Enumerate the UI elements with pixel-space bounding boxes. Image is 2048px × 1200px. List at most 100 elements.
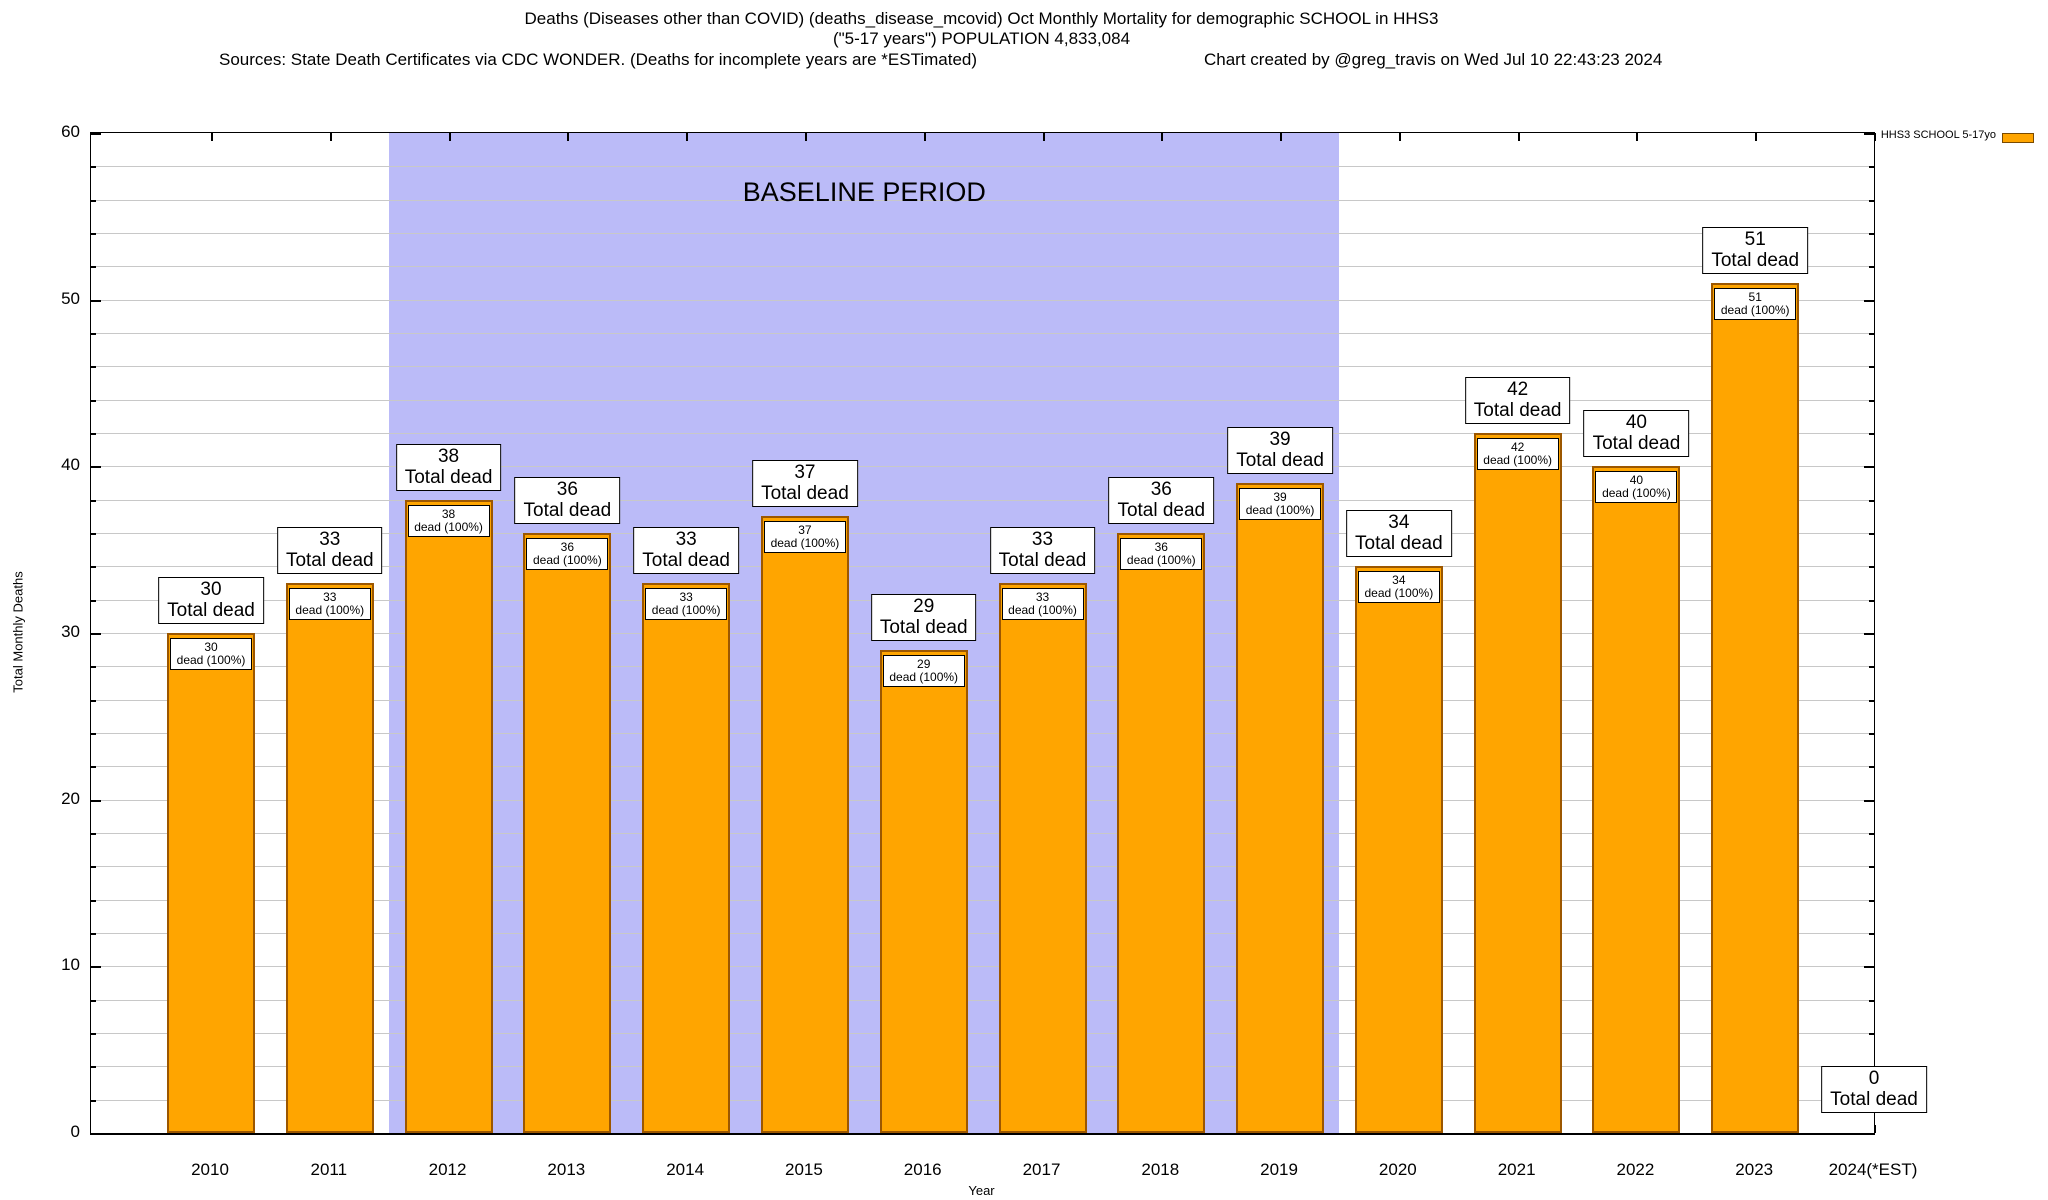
y-tick-label: 10 (61, 955, 80, 975)
bar (642, 583, 731, 1133)
bar-inner-caption: dead (100%) (532, 553, 602, 567)
bar-total-caption: Total dead (523, 500, 612, 521)
bar-total-value: 36 (556, 479, 578, 500)
y-tick (1869, 566, 1874, 569)
x-tick (329, 133, 332, 141)
y-tick (91, 233, 96, 235)
x-tick (448, 133, 451, 141)
x-tick-label: 2022 (1616, 1160, 1655, 1179)
y-tick (91, 333, 96, 335)
bar-inner-caption: dead (100%) (1483, 453, 1552, 467)
gridline (91, 499, 1874, 501)
y-tick (91, 666, 96, 669)
y-tick (1869, 1033, 1874, 1035)
y-tick (91, 133, 101, 135)
x-tick-label: 2018 (1141, 1160, 1180, 1179)
x-tick (1755, 133, 1758, 141)
bar-inner-value: 40 (1629, 473, 1644, 488)
bar-inner-label: 40 dead (100%) (1595, 471, 1678, 504)
bar-total-caption: Total dead (761, 483, 849, 505)
y-tick (91, 266, 96, 269)
bar (167, 633, 255, 1133)
y-tick (1864, 466, 1874, 469)
y-tick (1864, 799, 1874, 802)
bar-total-value: 51 (1744, 229, 1766, 250)
x-tick-label: 2014 (666, 1160, 705, 1179)
gridline (91, 1099, 1874, 1101)
gridline (91, 399, 1874, 401)
y-tick (91, 366, 96, 369)
bar (523, 533, 612, 1133)
y-tick (91, 1066, 96, 1069)
gridline (91, 166, 1874, 168)
bar-total-label: 36 Total dead (514, 477, 621, 524)
y-tick-label: 30 (61, 622, 80, 641)
gridline (91, 466, 1874, 468)
bar-total-label: 42 Total dead (1464, 377, 1571, 424)
legend-label: HHS3 SCHOOL 5-17yo (1880, 129, 1996, 141)
gridline (91, 599, 1874, 601)
y-tick (91, 799, 101, 802)
gridline (91, 899, 1874, 901)
chart-sources-note: Sources: State Death Certificates via CD… (219, 50, 978, 69)
gridline (91, 799, 1874, 801)
bar (1117, 533, 1206, 1133)
y-tick (1869, 233, 1874, 235)
bar-inner-caption: dead (100%) (770, 536, 840, 551)
bar-total-value: 37 (794, 462, 816, 484)
gridline (91, 933, 1874, 934)
x-tick-label: 2013 (547, 1160, 586, 1179)
x-tick-label: 2019 (1260, 1160, 1298, 1179)
bar-total-value: 30 (200, 579, 222, 600)
y-tick (1864, 299, 1874, 302)
bar-total-value: 39 (1269, 429, 1291, 450)
gridline (91, 699, 1874, 701)
gridline (91, 199, 1874, 201)
bar (1236, 483, 1325, 1133)
plot-area: BASELINE PERIOD 30 dead (100%) 30 Total dead… (90, 132, 1927, 1135)
bar-total-label: 0 Total dead (1821, 1066, 1927, 1113)
bar (404, 499, 493, 1133)
y-tick-label: 60 (61, 122, 80, 141)
y-tick (91, 399, 96, 402)
y-tick-label: 50 (61, 288, 80, 308)
y-tick (91, 566, 96, 569)
bar-inner-caption: dead (100%) (651, 603, 721, 617)
x-tick (1280, 133, 1283, 141)
x-tick-label: 2017 (1022, 1160, 1061, 1179)
y-tick (91, 999, 96, 1002)
x-tick (1161, 133, 1164, 141)
bar-total-caption: Total dead (879, 616, 968, 638)
x-axis-title: Year (968, 1183, 995, 1198)
y-tick (1869, 533, 1874, 535)
x-tick-label: 2023 (1735, 1160, 1774, 1179)
bar-inner-caption: dead (100%) (1245, 503, 1315, 517)
bar-inner-label: 36 dead (100%) (526, 538, 609, 570)
bar-total-value: 40 (1625, 412, 1647, 434)
x-tick (1874, 1125, 1876, 1133)
gridline (91, 333, 1874, 334)
bar-total-caption: Total dead (642, 550, 730, 571)
y-tick (91, 833, 96, 835)
gridline (91, 666, 1874, 668)
x-tick-label: 2015 (785, 1160, 823, 1179)
gridline (91, 566, 1874, 568)
bar-total-label: 38 Total dead (395, 443, 502, 491)
gridline (91, 999, 1874, 1001)
bar-total-caption: Total dead (167, 600, 255, 621)
bar-inner-caption: dead (100%) (295, 603, 365, 617)
gridline (91, 866, 1874, 868)
y-tick (1869, 899, 1874, 902)
y-tick (1869, 599, 1874, 602)
y-tick (1869, 266, 1874, 269)
bar-inner-label: 29 dead (100%) (882, 654, 965, 687)
y-tick (1869, 433, 1874, 435)
x-tick-label: 2016 (903, 1160, 942, 1179)
x-tick-label: 2020 (1378, 1160, 1417, 1179)
gridline (91, 366, 1874, 368)
y-tick (91, 599, 96, 602)
gridline (91, 1033, 1874, 1034)
bar-total-label: 51 Total dead (1702, 227, 1809, 274)
bar-total-label: 39 Total dead (1227, 427, 1333, 474)
bar-total-caption: Total dead (1473, 400, 1562, 421)
